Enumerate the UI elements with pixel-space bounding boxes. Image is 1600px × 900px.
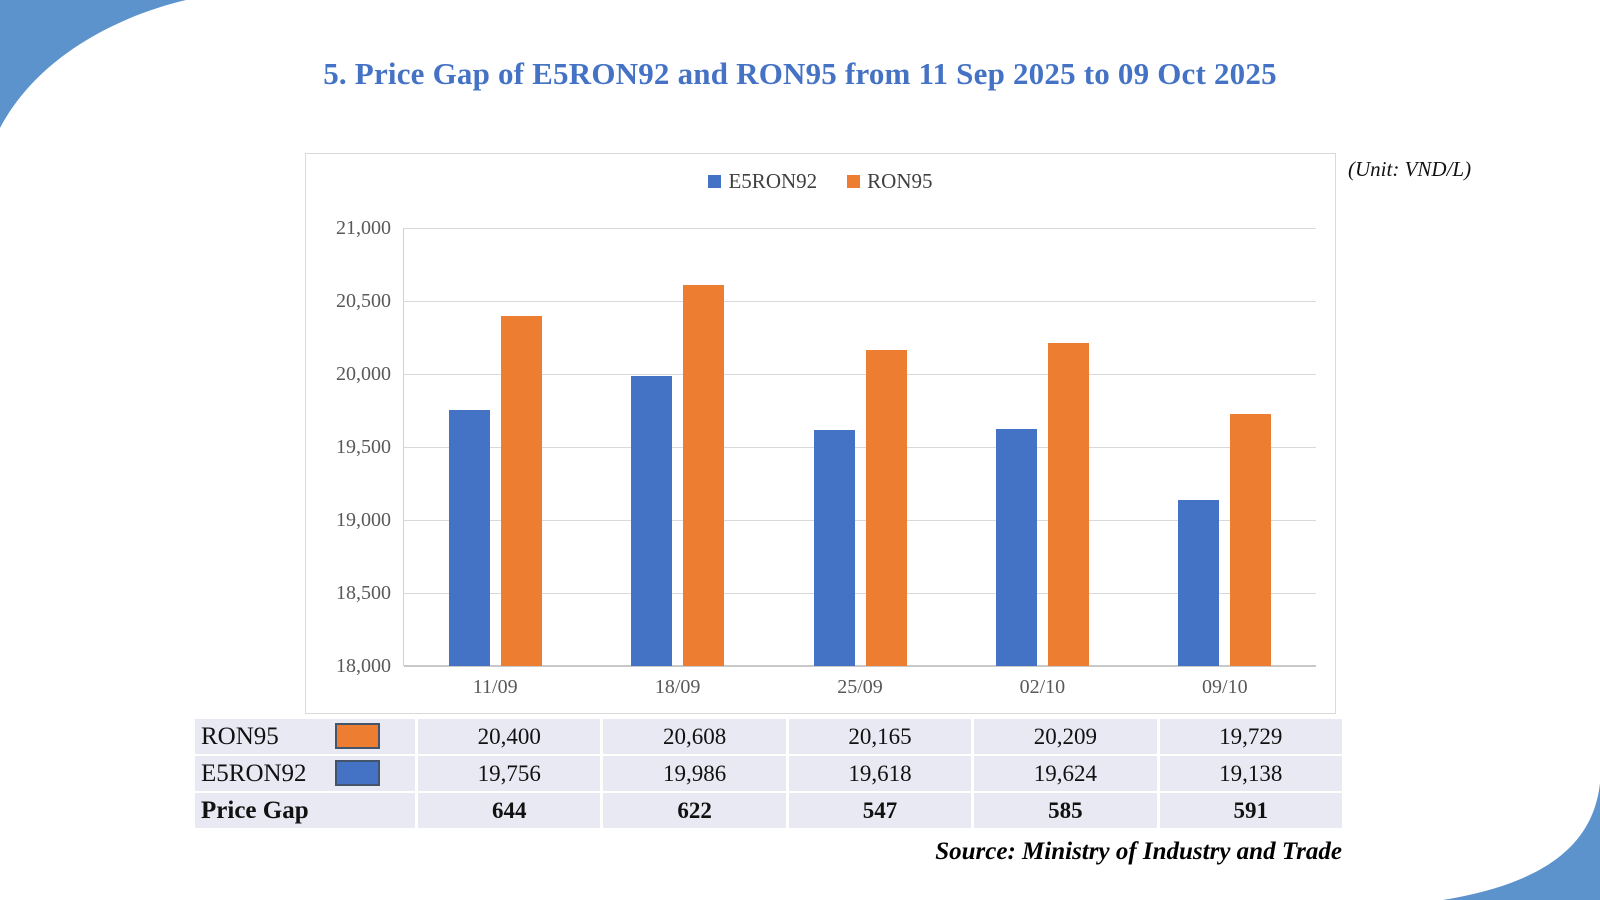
x-axis-tick-label: 11/09 [472,676,518,698]
bar-e5ron92-11/09 [448,409,490,666]
legend-item-e5ron92: E5RON92 [708,169,817,194]
bar-ron95-18/09 [683,285,725,666]
y-axis-tick-label: 21,000 [336,217,391,239]
price-data-table: RON95 20,400 20,608 20,165 20,209 19,729 E5RON… [195,719,1342,828]
table-cell: 591 [1159,793,1342,828]
bar-e5ron92-25/09 [813,429,855,666]
table-cell: 19,729 [1159,719,1342,754]
table-row-label: E5RON92 [195,756,415,791]
table-cell: 20,209 [974,719,1157,754]
y-axis-tick-label: 18,500 [336,582,391,604]
gridline [404,593,1316,594]
table-cell: 19,618 [788,756,972,791]
gridline [404,447,1316,448]
table-cell: 585 [974,793,1157,828]
legend-label: RON95 [867,169,933,193]
page-title: 5. Price Gap of E5RON92 and RON95 from 1… [323,56,1277,91]
corner-swoosh-top-left-icon [0,0,186,128]
table-cell: 20,400 [418,719,601,754]
y-axis-tick-label: 18,000 [336,655,391,677]
source-note: Source: Ministry of Industry and Trade [935,838,1342,865]
table-cell: 19,756 [418,756,601,791]
y-axis-tick-label: 19,500 [336,436,391,458]
bar-e5ron92-09/10 [1178,499,1220,666]
y-axis-tick-label: 20,500 [336,290,391,312]
bar-e5ron92-02/10 [995,428,1037,666]
table-cell: 622 [603,793,786,828]
y-axis-tick-label: 20,000 [336,363,391,385]
corner-swoosh-bottom-right-icon [1443,783,1600,900]
y-axis-tick-label: 19,000 [336,509,391,531]
gridline [404,301,1316,302]
table-cell: 19,624 [974,756,1157,791]
gridline [404,374,1316,375]
table-row-label: RON95 [195,719,415,754]
x-axis-tick-label: 18/09 [654,676,701,698]
x-axis-tick-label: 09/10 [1202,676,1248,698]
series-color-swatch-icon [335,760,380,786]
legend-label: E5RON92 [728,169,818,193]
unit-note: (Unit: VND/L) [1348,157,1472,181]
table-cell: 19,986 [603,756,786,791]
legend-swatch-icon [708,175,722,188]
table-cell: 644 [418,793,601,828]
bar-ron95-02/10 [1047,343,1089,666]
price-gap-bar-chart: E5RON92 RON95 21,000 20,500 20,000 19,500 19,… [305,153,1336,714]
table-cell: 20,165 [788,719,972,754]
series-color-swatch-icon [335,723,380,749]
bar-ron95-11/09 [500,315,542,666]
table-row-label: Price Gap [195,793,415,828]
table-cell: 20,608 [603,719,786,754]
x-axis-tick-label: 25/09 [837,676,883,698]
x-axis-tick-label: 02/10 [1019,676,1066,698]
y-axis-line [403,228,404,666]
x-axis-line [404,665,1316,667]
gridline [404,228,1316,229]
legend-swatch-icon [847,175,861,188]
bar-e5ron92-18/09 [631,376,673,666]
table-cell: 19,138 [1159,756,1342,791]
table-cell: 547 [788,793,972,828]
gridline [404,520,1316,521]
legend-item-ron95: RON95 [847,169,933,194]
chart-legend: E5RON92 RON95 [306,169,1335,194]
bar-ron95-25/09 [865,349,907,666]
bar-ron95-09/10 [1230,413,1272,666]
